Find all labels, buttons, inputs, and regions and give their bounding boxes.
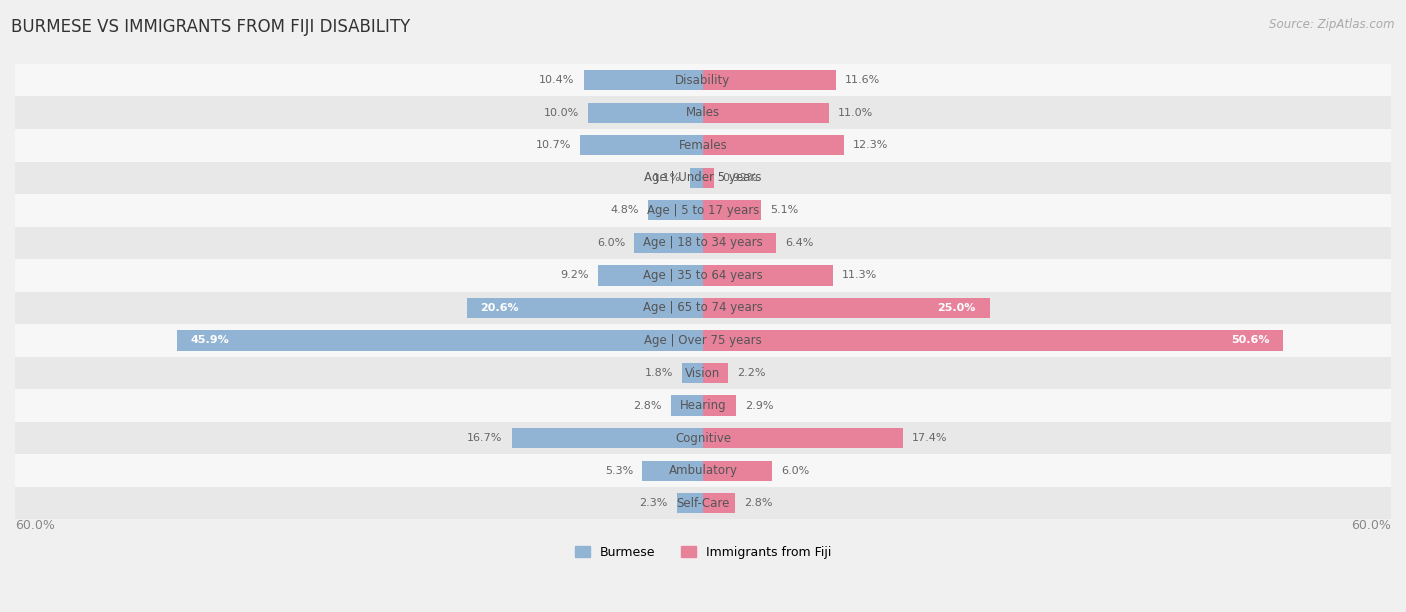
Text: 50.6%: 50.6% bbox=[1232, 335, 1270, 346]
Legend: Burmese, Immigrants from Fiji: Burmese, Immigrants from Fiji bbox=[575, 546, 831, 559]
Bar bbox=[15, 259, 1391, 292]
Bar bbox=[634, 233, 703, 253]
Bar bbox=[15, 97, 1391, 129]
Text: Age | Over 75 years: Age | Over 75 years bbox=[644, 334, 762, 347]
Text: 11.6%: 11.6% bbox=[845, 75, 880, 85]
Text: 10.7%: 10.7% bbox=[536, 140, 571, 151]
Text: Age | Under 5 years: Age | Under 5 years bbox=[644, 171, 762, 184]
Bar bbox=[703, 103, 830, 123]
Bar bbox=[15, 324, 1391, 357]
Bar bbox=[643, 460, 703, 480]
Bar bbox=[703, 135, 844, 155]
Text: 12.3%: 12.3% bbox=[853, 140, 889, 151]
Bar bbox=[703, 233, 776, 253]
Text: 10.0%: 10.0% bbox=[544, 108, 579, 118]
Text: 25.0%: 25.0% bbox=[938, 303, 976, 313]
Bar bbox=[703, 395, 737, 416]
Text: 11.3%: 11.3% bbox=[842, 271, 877, 280]
Text: Source: ZipAtlas.com: Source: ZipAtlas.com bbox=[1270, 18, 1395, 31]
Bar bbox=[15, 162, 1391, 194]
Text: 17.4%: 17.4% bbox=[911, 433, 948, 443]
Bar bbox=[15, 422, 1391, 454]
Bar bbox=[15, 487, 1391, 520]
Bar bbox=[703, 298, 990, 318]
Bar bbox=[690, 168, 703, 188]
Text: 60.0%: 60.0% bbox=[1351, 520, 1391, 532]
Bar bbox=[581, 135, 703, 155]
Text: 2.9%: 2.9% bbox=[745, 400, 773, 411]
Text: 10.4%: 10.4% bbox=[538, 75, 575, 85]
Text: 9.2%: 9.2% bbox=[560, 271, 588, 280]
Bar bbox=[703, 493, 735, 513]
Bar bbox=[15, 129, 1391, 162]
Text: Hearing: Hearing bbox=[679, 399, 727, 412]
Bar bbox=[671, 395, 703, 416]
Bar bbox=[583, 70, 703, 91]
Text: Ambulatory: Ambulatory bbox=[668, 464, 738, 477]
Text: 2.3%: 2.3% bbox=[640, 498, 668, 508]
Bar bbox=[588, 103, 703, 123]
Text: 60.0%: 60.0% bbox=[15, 520, 55, 532]
Bar bbox=[703, 428, 903, 448]
Bar bbox=[15, 454, 1391, 487]
Text: Age | 5 to 17 years: Age | 5 to 17 years bbox=[647, 204, 759, 217]
Bar bbox=[15, 292, 1391, 324]
Text: 1.1%: 1.1% bbox=[652, 173, 682, 183]
Bar bbox=[15, 194, 1391, 226]
Text: 6.0%: 6.0% bbox=[780, 466, 810, 476]
Bar bbox=[682, 363, 703, 383]
Bar bbox=[15, 389, 1391, 422]
Text: Cognitive: Cognitive bbox=[675, 431, 731, 444]
Text: 16.7%: 16.7% bbox=[467, 433, 502, 443]
Text: Age | 35 to 64 years: Age | 35 to 64 years bbox=[643, 269, 763, 282]
Bar bbox=[676, 493, 703, 513]
Bar bbox=[703, 330, 1284, 351]
Text: 6.0%: 6.0% bbox=[596, 238, 626, 248]
Text: 5.3%: 5.3% bbox=[605, 466, 633, 476]
Text: Males: Males bbox=[686, 106, 720, 119]
Text: 1.8%: 1.8% bbox=[645, 368, 673, 378]
Text: 5.1%: 5.1% bbox=[770, 206, 799, 215]
Bar bbox=[512, 428, 703, 448]
Bar bbox=[703, 200, 762, 220]
Bar bbox=[648, 200, 703, 220]
Text: Self-Care: Self-Care bbox=[676, 497, 730, 510]
Text: 2.8%: 2.8% bbox=[633, 400, 662, 411]
Text: Disability: Disability bbox=[675, 73, 731, 87]
Bar bbox=[703, 460, 772, 480]
Bar bbox=[177, 330, 703, 351]
Bar bbox=[15, 64, 1391, 97]
Bar bbox=[703, 363, 728, 383]
Text: Females: Females bbox=[679, 139, 727, 152]
Text: 2.8%: 2.8% bbox=[744, 498, 773, 508]
Bar bbox=[703, 168, 714, 188]
Text: 6.4%: 6.4% bbox=[786, 238, 814, 248]
Text: Age | 18 to 34 years: Age | 18 to 34 years bbox=[643, 236, 763, 249]
Text: BURMESE VS IMMIGRANTS FROM FIJI DISABILITY: BURMESE VS IMMIGRANTS FROM FIJI DISABILI… bbox=[11, 18, 411, 36]
Text: 0.92%: 0.92% bbox=[723, 173, 758, 183]
Text: 45.9%: 45.9% bbox=[190, 335, 229, 346]
Text: 11.0%: 11.0% bbox=[838, 108, 873, 118]
Text: Vision: Vision bbox=[685, 367, 721, 379]
Bar bbox=[703, 70, 837, 91]
Text: 4.8%: 4.8% bbox=[610, 206, 638, 215]
Bar bbox=[598, 266, 703, 286]
Bar bbox=[703, 266, 832, 286]
Bar bbox=[467, 298, 703, 318]
Text: 2.2%: 2.2% bbox=[737, 368, 766, 378]
Text: 20.6%: 20.6% bbox=[481, 303, 519, 313]
Bar bbox=[15, 357, 1391, 389]
Bar bbox=[15, 226, 1391, 259]
Text: Age | 65 to 74 years: Age | 65 to 74 years bbox=[643, 302, 763, 315]
